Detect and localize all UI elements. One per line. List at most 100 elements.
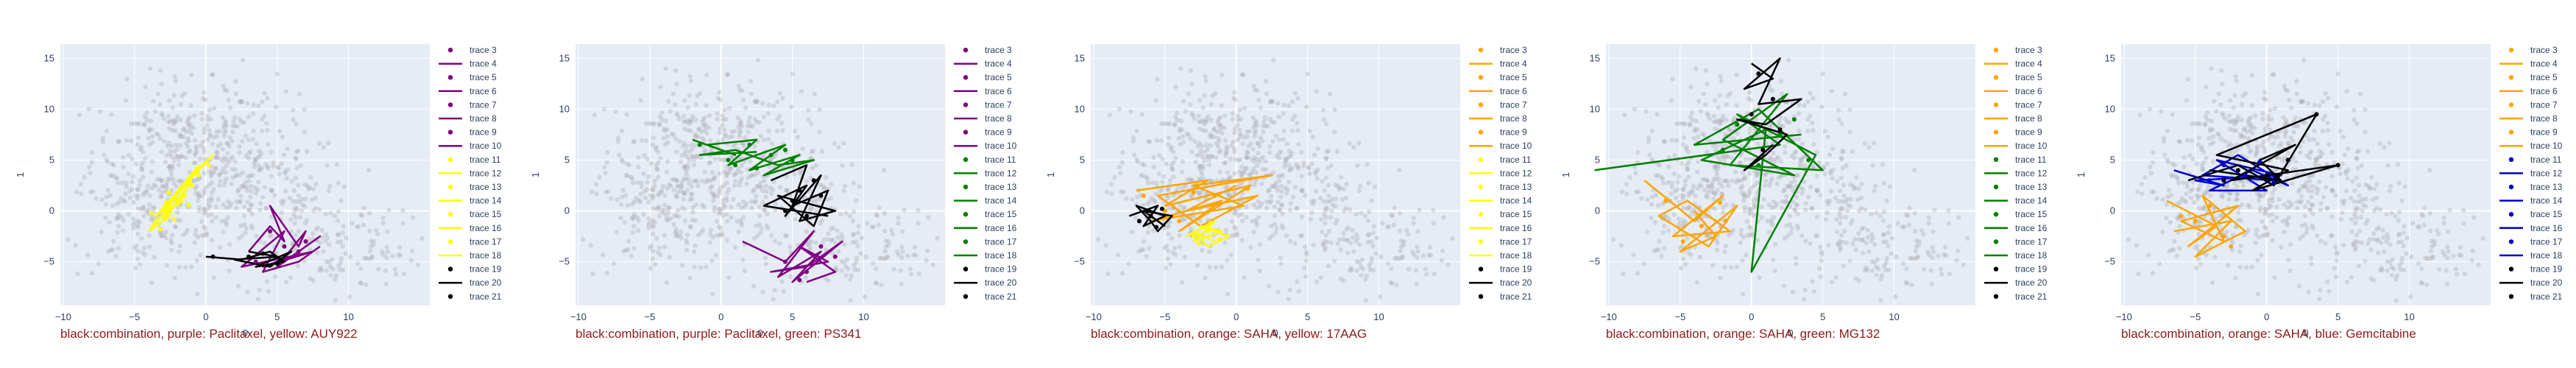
legend-item[interactable]: trace 19 <box>1993 264 2048 275</box>
legend-item[interactable]: trace 3 <box>1478 45 1527 55</box>
legend-item[interactable]: trace 15 <box>447 209 502 219</box>
background-point <box>1325 206 1330 212</box>
legend-item[interactable]: trace 20 <box>1469 277 1532 288</box>
legend-item[interactable]: trace 18 <box>2499 250 2563 261</box>
legend-item[interactable]: trace 6 <box>954 86 1012 96</box>
legend-item[interactable]: trace 17 <box>2508 236 2563 247</box>
legend-item[interactable]: trace 16 <box>1984 223 2048 233</box>
legend-item[interactable]: trace 21 <box>1993 291 2048 302</box>
legend-item[interactable]: trace 4 <box>2499 59 2558 69</box>
legend-item[interactable]: trace 8 <box>439 113 497 124</box>
legend-item[interactable]: trace 3 <box>447 45 497 55</box>
legend-item[interactable]: trace 6 <box>2499 86 2558 96</box>
legend-item[interactable]: trace 3 <box>2508 45 2558 55</box>
legend-item[interactable]: trace 20 <box>2499 277 2563 288</box>
legend-item[interactable]: trace 12 <box>954 168 1017 178</box>
legend-item[interactable]: trace 4 <box>954 59 1012 69</box>
legend-item[interactable]: trace 11 <box>1993 155 2047 165</box>
legend-item[interactable]: trace 19 <box>2508 264 2563 275</box>
legend-item[interactable]: trace 10 <box>1469 141 1532 151</box>
legend-item[interactable]: trace 8 <box>954 113 1012 124</box>
legend-item[interactable]: trace 21 <box>1478 291 1532 302</box>
legend-item[interactable]: trace 17 <box>1993 236 2048 247</box>
legend-item[interactable]: trace 17 <box>447 236 502 247</box>
legend-item[interactable]: trace 6 <box>439 86 497 96</box>
legend-item[interactable]: trace 4 <box>1984 59 2042 69</box>
legend-item[interactable]: trace 7 <box>963 99 1012 110</box>
legend-item[interactable]: trace 4 <box>439 59 497 69</box>
legend-item[interactable]: trace 9 <box>1478 127 1527 138</box>
legend-item[interactable]: trace 11 <box>447 155 501 165</box>
legend-item[interactable]: trace 12 <box>2499 168 2563 178</box>
legend-item[interactable]: trace 5 <box>963 72 1012 82</box>
legend-item[interactable]: trace 10 <box>439 141 502 151</box>
legend-item[interactable]: trace 20 <box>1984 277 2048 288</box>
legend-item[interactable]: trace 9 <box>2508 127 2558 138</box>
legend-item[interactable]: trace 12 <box>439 168 502 178</box>
legend-item[interactable]: trace 13 <box>1993 182 2048 192</box>
legend-item[interactable]: trace 15 <box>1993 209 2048 219</box>
legend-item[interactable]: trace 13 <box>963 182 1017 192</box>
legend-item[interactable]: trace 9 <box>1993 127 2042 138</box>
legend-item[interactable]: trace 13 <box>2508 182 2563 192</box>
legend-item[interactable]: trace 19 <box>1478 264 1532 275</box>
legend-item[interactable]: trace 18 <box>1984 250 2048 261</box>
legend-item[interactable]: trace 19 <box>963 264 1017 275</box>
legend-item[interactable]: trace 9 <box>447 127 497 138</box>
legend-item[interactable]: trace 8 <box>2499 113 2558 124</box>
legend-item[interactable]: trace 16 <box>439 223 502 233</box>
legend-item[interactable]: trace 11 <box>1478 155 1532 165</box>
legend-item[interactable]: trace 15 <box>2508 209 2563 219</box>
legend-item[interactable]: trace 21 <box>447 291 502 302</box>
legend-item[interactable]: trace 6 <box>1469 86 1527 96</box>
legend-item[interactable]: trace 10 <box>954 141 1017 151</box>
legend-item[interactable]: trace 8 <box>1469 113 1527 124</box>
legend-item[interactable]: trace 18 <box>954 250 1017 261</box>
legend-item[interactable]: trace 7 <box>447 99 497 110</box>
legend-item[interactable]: trace 5 <box>1993 72 2042 82</box>
legend-item[interactable]: trace 13 <box>1478 182 1532 192</box>
background-point <box>183 155 188 160</box>
legend-item[interactable]: trace 20 <box>439 277 502 288</box>
legend-item[interactable]: trace 13 <box>447 182 502 192</box>
legend-item[interactable]: trace 11 <box>2508 155 2562 165</box>
legend-item[interactable]: trace 14 <box>1984 196 2048 206</box>
legend-item[interactable]: trace 14 <box>1469 196 1532 206</box>
legend-item[interactable]: trace 16 <box>954 223 1017 233</box>
legend-item[interactable]: trace 9 <box>963 127 1012 138</box>
legend-item[interactable]: trace 5 <box>1478 72 1527 82</box>
legend-item[interactable]: trace 12 <box>1984 168 2048 178</box>
legend-item[interactable]: trace 5 <box>2508 72 2558 82</box>
legend-item[interactable]: trace 17 <box>1478 236 1532 247</box>
legend-item[interactable]: trace 10 <box>1984 141 2048 151</box>
legend-item[interactable]: trace 16 <box>2499 223 2563 233</box>
legend-item[interactable]: trace 17 <box>963 236 1017 247</box>
legend-item[interactable]: trace 3 <box>1993 45 2042 55</box>
legend-item[interactable]: trace 18 <box>1469 250 1532 261</box>
legend-item[interactable]: trace 4 <box>1469 59 1527 69</box>
legend-item[interactable]: trace 10 <box>2499 141 2563 151</box>
legend-item[interactable]: trace 6 <box>1984 86 2042 96</box>
legend-item[interactable]: trace 3 <box>963 45 1012 55</box>
background-point <box>1105 271 1111 277</box>
legend-item[interactable]: trace 7 <box>1993 99 2042 110</box>
background-point <box>1271 184 1277 190</box>
legend-item[interactable]: trace 14 <box>2499 196 2563 206</box>
legend-item[interactable]: trace 21 <box>2508 291 2563 302</box>
legend-item[interactable]: trace 5 <box>447 72 497 82</box>
legend-item[interactable]: trace 20 <box>954 277 1017 288</box>
legend-item[interactable]: trace 19 <box>447 264 502 275</box>
legend-item[interactable]: trace 15 <box>1478 209 1532 219</box>
legend-item[interactable]: trace 7 <box>1478 99 1527 110</box>
legend-item[interactable]: trace 21 <box>963 291 1017 302</box>
legend-item[interactable]: trace 18 <box>439 250 502 261</box>
legend-item[interactable]: trace 12 <box>1469 168 1532 178</box>
background-point <box>765 226 771 231</box>
legend-item[interactable]: trace 14 <box>954 196 1017 206</box>
legend-item[interactable]: trace 15 <box>963 209 1017 219</box>
legend-item[interactable]: trace 11 <box>963 155 1016 165</box>
legend-item[interactable]: trace 8 <box>1984 113 2042 124</box>
legend-item[interactable]: trace 16 <box>1469 223 1532 233</box>
legend-item[interactable]: trace 14 <box>439 196 502 206</box>
legend-item[interactable]: trace 7 <box>2508 99 2558 110</box>
